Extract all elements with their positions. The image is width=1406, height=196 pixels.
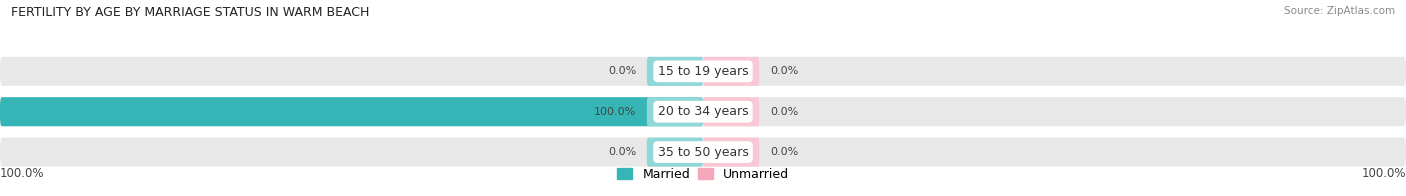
Text: 100.0%: 100.0%: [593, 107, 637, 117]
FancyBboxPatch shape: [703, 138, 759, 167]
Text: 0.0%: 0.0%: [770, 147, 799, 157]
FancyBboxPatch shape: [647, 138, 703, 167]
Legend: Married, Unmarried: Married, Unmarried: [617, 168, 789, 181]
FancyBboxPatch shape: [647, 97, 703, 126]
FancyBboxPatch shape: [0, 57, 1406, 86]
Text: Source: ZipAtlas.com: Source: ZipAtlas.com: [1284, 6, 1395, 16]
Text: FERTILITY BY AGE BY MARRIAGE STATUS IN WARM BEACH: FERTILITY BY AGE BY MARRIAGE STATUS IN W…: [11, 6, 370, 19]
Text: 100.0%: 100.0%: [0, 167, 45, 180]
Text: 0.0%: 0.0%: [770, 107, 799, 117]
Text: 15 to 19 years: 15 to 19 years: [658, 65, 748, 78]
Text: 0.0%: 0.0%: [607, 66, 637, 76]
Text: 100.0%: 100.0%: [1361, 167, 1406, 180]
FancyBboxPatch shape: [0, 138, 1406, 167]
FancyBboxPatch shape: [0, 97, 1406, 126]
Text: 20 to 34 years: 20 to 34 years: [658, 105, 748, 118]
Text: 35 to 50 years: 35 to 50 years: [658, 146, 748, 159]
FancyBboxPatch shape: [703, 97, 759, 126]
Text: 0.0%: 0.0%: [607, 147, 637, 157]
Text: 0.0%: 0.0%: [770, 66, 799, 76]
FancyBboxPatch shape: [647, 57, 703, 86]
FancyBboxPatch shape: [0, 97, 703, 126]
FancyBboxPatch shape: [703, 57, 759, 86]
